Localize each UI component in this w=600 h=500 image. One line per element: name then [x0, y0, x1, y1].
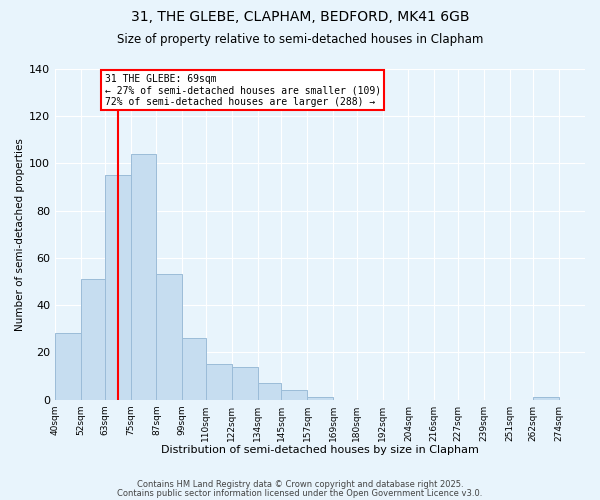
Text: Size of property relative to semi-detached houses in Clapham: Size of property relative to semi-detach… [117, 32, 483, 46]
Text: Contains public sector information licensed under the Open Government Licence v3: Contains public sector information licen… [118, 488, 482, 498]
Text: 31, THE GLEBE, CLAPHAM, BEDFORD, MK41 6GB: 31, THE GLEBE, CLAPHAM, BEDFORD, MK41 6G… [131, 10, 469, 24]
Bar [533, 397, 559, 400]
Text: 31 THE GLEBE: 69sqm
← 27% of semi-detached houses are smaller (109)
72% of semi-: 31 THE GLEBE: 69sqm ← 27% of semi-detach… [104, 74, 381, 107]
X-axis label: Distribution of semi-detached houses by size in Clapham: Distribution of semi-detached houses by … [161, 445, 479, 455]
Bar [307, 397, 333, 400]
Bar [157, 274, 182, 400]
Y-axis label: Number of semi-detached properties: Number of semi-detached properties [15, 138, 25, 330]
Bar [55, 334, 81, 400]
Bar [182, 338, 206, 400]
Bar [281, 390, 307, 400]
Bar [104, 176, 131, 400]
Bar [232, 366, 257, 400]
Bar [257, 383, 281, 400]
Bar [206, 364, 232, 400]
Bar [131, 154, 157, 400]
Text: Contains HM Land Registry data © Crown copyright and database right 2025.: Contains HM Land Registry data © Crown c… [137, 480, 463, 489]
Bar [81, 279, 104, 400]
